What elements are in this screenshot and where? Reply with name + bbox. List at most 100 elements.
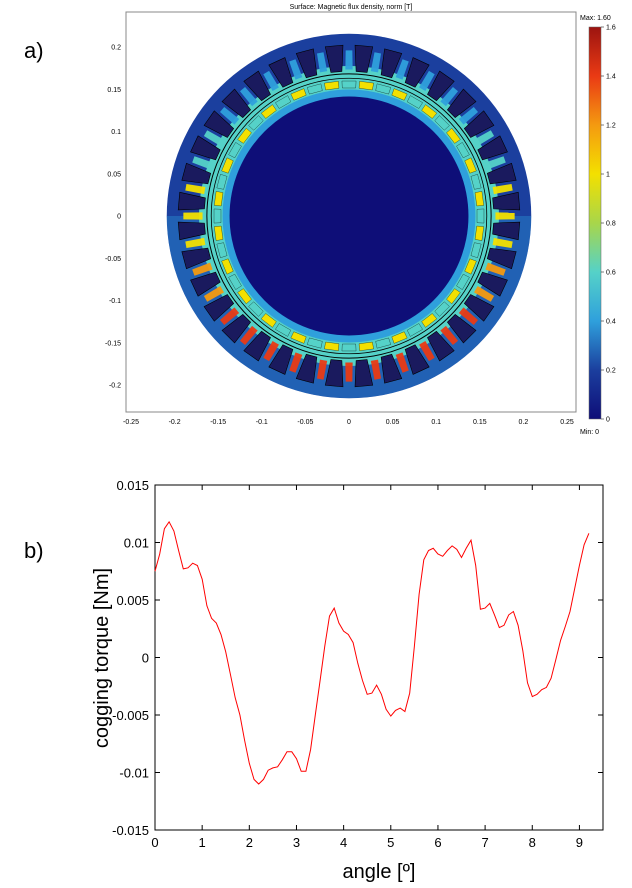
rotor-magnet	[406, 95, 423, 109]
rotor-magnet	[434, 301, 450, 317]
x-tick-label: 4	[340, 835, 347, 850]
x-tick-label: 8	[529, 835, 536, 850]
stator-slot	[177, 191, 206, 211]
stator-slot	[324, 44, 344, 73]
stator-slot	[203, 110, 235, 138]
stator-tooth	[419, 340, 435, 362]
y-tick-label: -0.01	[119, 766, 149, 781]
stator-slot	[190, 271, 221, 297]
stator-tooth	[289, 352, 303, 373]
stator-tooth	[395, 59, 409, 80]
x-tick-label: 5	[387, 835, 394, 850]
y-axis-label: cogging torque [Nm]	[91, 568, 113, 748]
stator-slot	[427, 70, 455, 102]
rotor-magnet	[228, 142, 242, 159]
y-tick-label: 0.2	[111, 45, 121, 52]
stator-slot	[354, 44, 374, 73]
colorbar-max-label: Max: 1.60	[580, 15, 611, 22]
rotor-magnet	[237, 288, 252, 304]
stator-slot	[295, 48, 318, 79]
rotor-magnet	[214, 225, 224, 241]
chart-frame	[154, 484, 604, 831]
x-tick-label: -0.15	[210, 419, 226, 426]
stator-tooth	[345, 50, 353, 70]
y-tick-label: 0.015	[116, 478, 149, 493]
rotor-magnet	[421, 104, 437, 119]
stator-slot	[324, 359, 344, 388]
x-axis-ticks: -0.25 -0.2 -0.15 -0.1 -0.05 0 0.05 0.1 0.15 0.2 0.…	[123, 419, 574, 426]
rotor-magnet	[324, 81, 340, 91]
x-tick-label: -0.05	[297, 419, 313, 426]
stator-slot	[446, 313, 477, 344]
rotor-magnet	[375, 337, 391, 349]
stator-bore	[206, 73, 492, 359]
rotor-magnet	[464, 157, 477, 174]
x-tick-label: 9	[576, 835, 583, 850]
rotor-magnet	[275, 95, 292, 109]
flux-density-plot: Surface: Magnetic flux density, norm [T]…	[105, 4, 616, 436]
stator-tooth	[289, 59, 303, 80]
plot-title: Surface: Magnetic flux density, norm [T]	[290, 4, 413, 11]
stator-slot	[221, 313, 252, 344]
stator-slots	[177, 44, 521, 388]
stator-tooth	[219, 307, 240, 326]
x-axis-label: angle [º]	[343, 861, 416, 883]
y-tick-label: 0.15	[107, 87, 121, 94]
rotor-magnet	[406, 323, 423, 337]
y-tick-label: -0.015	[112, 823, 149, 838]
stator-tooth	[316, 359, 328, 380]
rotor-magnet	[358, 81, 374, 91]
stator-tooth	[239, 325, 258, 346]
rotor-magnet	[341, 80, 357, 89]
y-tick-label: 0.01	[124, 536, 149, 551]
stator-tooth	[192, 262, 213, 276]
x-tick-label: 3	[293, 835, 300, 850]
colorbar-tick-label: 1.6	[606, 25, 616, 32]
rotor-magnet	[456, 273, 470, 290]
x-tick-label: 0.25	[560, 419, 574, 426]
rotor-magnet	[474, 191, 484, 207]
rotor-magnet	[476, 208, 485, 224]
y-tick-label: 0	[117, 214, 121, 221]
colorbar-tick-label: 0.4	[606, 319, 616, 326]
panel-a-label: a)	[24, 38, 44, 63]
stator-slot	[295, 353, 318, 384]
colorbar-tick-label: 1	[606, 172, 610, 179]
stator-slot	[181, 162, 212, 185]
stator-tooth	[263, 70, 279, 92]
rotor-magnet	[237, 128, 252, 144]
colorbar-min-label: Min: 0	[580, 429, 599, 436]
rotor-magnet	[446, 128, 461, 144]
rotor-magnet	[434, 115, 450, 131]
rotor-magnet	[307, 83, 323, 95]
stator-slot	[463, 294, 495, 322]
x-tick-label: 0	[347, 419, 351, 426]
stator-tooth	[219, 106, 240, 125]
stator-slot	[404, 344, 430, 375]
stator-slot	[268, 344, 294, 375]
stator-slot	[268, 57, 294, 88]
stator-slot	[190, 135, 221, 161]
colorbar-scale	[588, 26, 602, 420]
stator-tooth	[316, 52, 328, 73]
rotor-magnet	[470, 174, 482, 190]
colorbar-tick-label: 0.2	[606, 368, 616, 375]
stator-slot	[427, 330, 455, 362]
colorbar-tick-label: 1.2	[606, 123, 616, 130]
stator-slot	[477, 135, 508, 161]
x-tick-label: 0.2	[519, 419, 529, 426]
x-tick-label: 0.1	[431, 419, 441, 426]
x-tick-label: 0	[151, 835, 158, 850]
rotor-magnet	[214, 191, 224, 207]
stator-slot	[477, 271, 508, 297]
y-tick-label: 0.005	[116, 593, 149, 608]
y-tick-label: 0.05	[107, 171, 121, 178]
colorbar: Max: 1.60 Min: 0 1.6 1.4 1.2 1 0.8 0.6 0.4 0.2 0	[580, 15, 616, 436]
rotor-magnet	[421, 313, 437, 328]
rotor-magnet	[324, 341, 340, 351]
stator-slot	[446, 88, 477, 119]
x-tick-label: 0.05	[386, 419, 400, 426]
rotor-magnet	[228, 273, 242, 290]
stator-tooth	[239, 86, 258, 107]
rotor-magnet	[275, 323, 292, 337]
